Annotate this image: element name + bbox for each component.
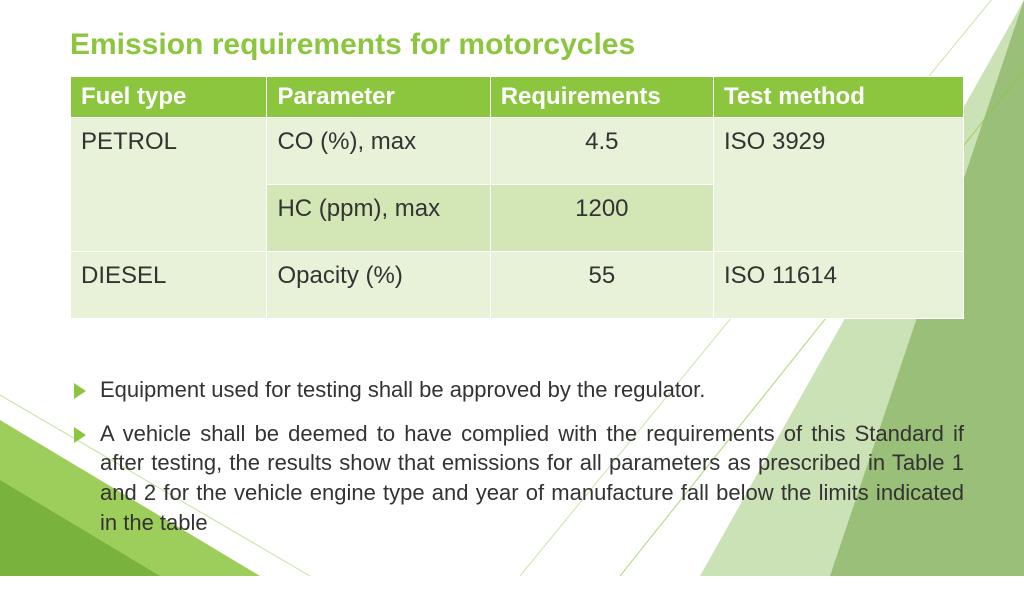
bullet-item: Equipment used for testing shall be appr… — [70, 375, 964, 405]
cell-requirement: 55 — [490, 252, 713, 319]
cell-fuel: PETROL — [71, 118, 267, 252]
table-row: PETROLCO (%), max4.5ISO 3929 — [71, 118, 964, 185]
cell-parameter: CO (%), max — [267, 118, 490, 185]
cell-fuel: DIESEL — [71, 252, 267, 319]
cell-parameter: Opacity (%) — [267, 252, 490, 319]
col-req: Requirements — [490, 77, 713, 118]
slide-title: Emission requirements for motorcycles — [70, 28, 964, 62]
cell-parameter: HC (ppm), max — [267, 185, 490, 252]
table-header-row: Fuel type Parameter Requirements Test me… — [71, 77, 964, 118]
emissions-table: Fuel type Parameter Requirements Test me… — [70, 76, 964, 319]
cell-requirement: 1200 — [490, 185, 713, 252]
cell-test-method: ISO 11614 — [713, 252, 963, 319]
col-fuel: Fuel type — [71, 77, 267, 118]
cell-requirement: 4.5 — [490, 118, 713, 185]
cell-test-method: ISO 3929 — [713, 118, 963, 252]
table-row: DIESELOpacity (%)55ISO 11614 — [71, 252, 964, 319]
slide-content: Emission requirements for motorcycles Fu… — [0, 0, 1024, 591]
col-param: Parameter — [267, 77, 490, 118]
col-test: Test method — [713, 77, 963, 118]
bullet-item: A vehicle shall be deemed to have compli… — [70, 419, 964, 538]
bullet-list: Equipment used for testing shall be appr… — [70, 375, 964, 537]
